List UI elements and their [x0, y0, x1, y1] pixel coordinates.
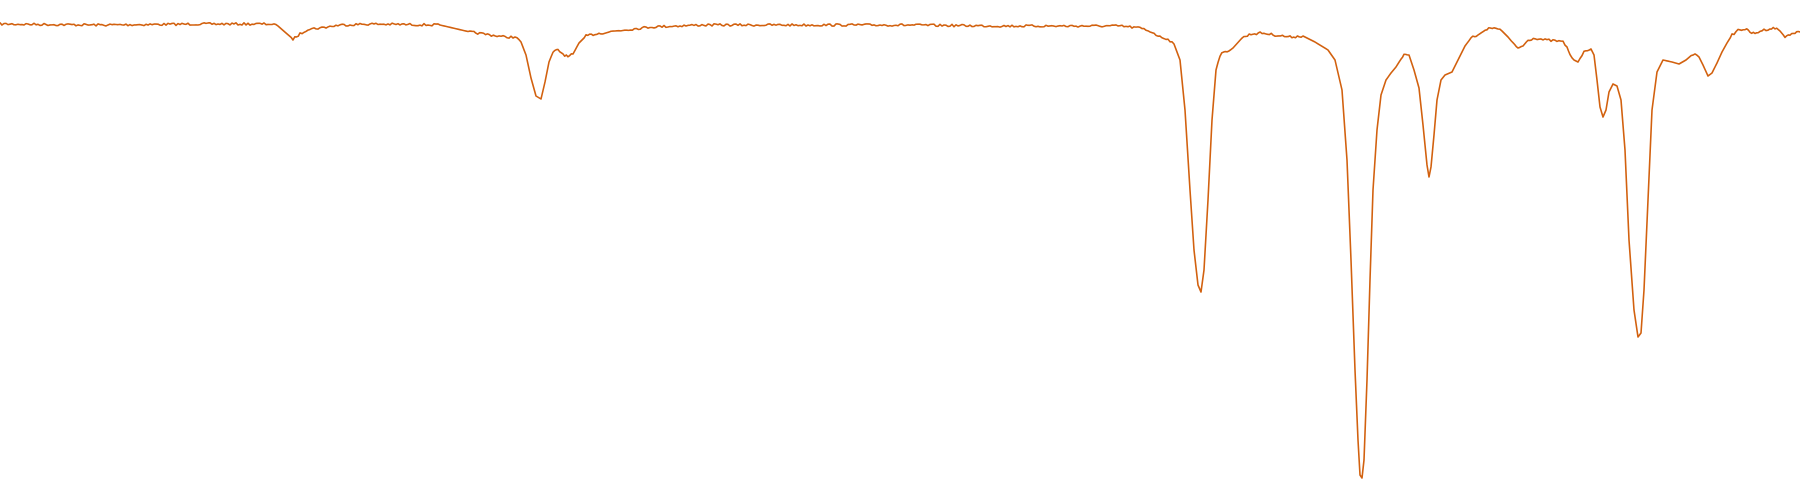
series-line-0: [0, 22, 1800, 479]
